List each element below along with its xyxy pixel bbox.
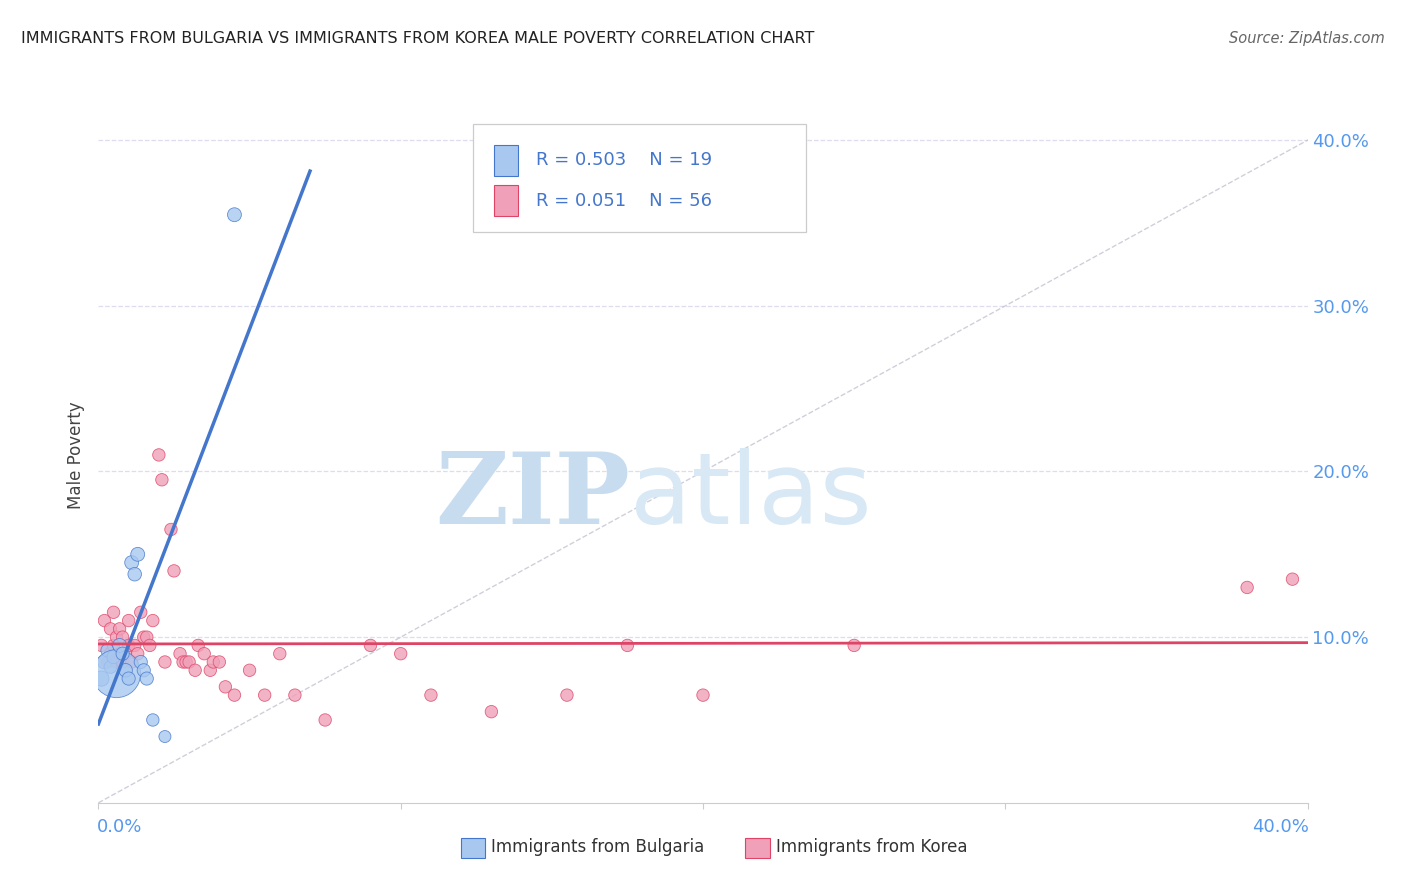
Point [555, 688, 578, 702]
Point [179, 655, 201, 669]
Text: Immigrants from Bulgaria: Immigrants from Bulgaria [492, 838, 704, 855]
Point [284, 688, 307, 702]
Point [150, 473, 173, 487]
FancyBboxPatch shape [494, 145, 517, 176]
Point [121, 556, 143, 570]
Point [111, 647, 134, 661]
Point [314, 713, 336, 727]
Point [100, 622, 122, 636]
Point [103, 605, 125, 619]
Point [96, 655, 118, 669]
Point [111, 655, 134, 669]
Point [214, 680, 236, 694]
Point [96, 643, 118, 657]
Point [1281, 572, 1303, 586]
Point [135, 672, 157, 686]
Point [193, 647, 215, 661]
Point [163, 564, 186, 578]
Point [153, 655, 176, 669]
Point [269, 647, 291, 661]
Point [224, 688, 246, 702]
FancyBboxPatch shape [494, 186, 517, 216]
Point [124, 567, 146, 582]
Text: 40.0%: 40.0% [1251, 818, 1309, 836]
Text: IMMIGRANTS FROM BULGARIA VS IMMIGRANTS FROM KOREA MALE POVERTY CORRELATION CHART: IMMIGRANTS FROM BULGARIA VS IMMIGRANTS F… [21, 31, 814, 46]
Text: atlas: atlas [630, 448, 872, 545]
Point [153, 730, 176, 744]
Point [127, 647, 149, 661]
Point [1236, 581, 1258, 595]
Point [202, 655, 225, 669]
Point [172, 655, 194, 669]
Point [616, 639, 638, 653]
Point [174, 655, 197, 669]
Point [184, 663, 207, 677]
Point [160, 523, 183, 537]
Point [139, 639, 162, 653]
Point [142, 614, 165, 628]
Point [118, 639, 141, 653]
Point [142, 713, 165, 727]
Point [100, 647, 122, 661]
Point [148, 448, 170, 462]
Point [90, 639, 112, 653]
Text: R = 0.051    N = 56: R = 0.051 N = 56 [536, 192, 711, 210]
Point [103, 650, 125, 665]
Point [118, 614, 141, 628]
Point [93, 614, 115, 628]
Point [105, 630, 128, 644]
Point [108, 639, 131, 653]
Point [239, 663, 262, 677]
Point [100, 660, 122, 674]
Text: R = 0.503    N = 19: R = 0.503 N = 19 [536, 152, 711, 169]
Text: Immigrants from Korea: Immigrants from Korea [776, 838, 967, 855]
Point [200, 663, 222, 677]
Point [118, 672, 141, 686]
Point [108, 622, 131, 636]
Point [121, 655, 143, 669]
FancyBboxPatch shape [461, 838, 485, 858]
Point [103, 639, 125, 653]
Point [114, 663, 136, 677]
Point [132, 630, 155, 644]
Point [111, 630, 134, 644]
Point [129, 605, 152, 619]
Point [90, 672, 112, 686]
Point [129, 655, 152, 669]
Point [124, 639, 146, 653]
Text: 0.0%: 0.0% [97, 818, 142, 836]
Point [127, 547, 149, 561]
Point [132, 663, 155, 677]
Point [108, 647, 131, 661]
Y-axis label: Male Poverty: Male Poverty [67, 401, 86, 508]
Point [114, 647, 136, 661]
Point [389, 647, 412, 661]
Point [420, 688, 443, 702]
Point [224, 208, 246, 222]
Point [93, 655, 115, 669]
Point [844, 639, 866, 653]
FancyBboxPatch shape [474, 124, 806, 232]
Point [253, 688, 276, 702]
Point [135, 630, 157, 644]
Point [169, 647, 191, 661]
Text: Source: ZipAtlas.com: Source: ZipAtlas.com [1229, 31, 1385, 46]
Point [360, 639, 382, 653]
Text: ZIP: ZIP [436, 448, 630, 545]
Point [208, 655, 231, 669]
Point [105, 666, 128, 681]
Point [105, 655, 128, 669]
FancyBboxPatch shape [745, 838, 769, 858]
Point [692, 688, 714, 702]
Point [187, 639, 209, 653]
Point [481, 705, 503, 719]
